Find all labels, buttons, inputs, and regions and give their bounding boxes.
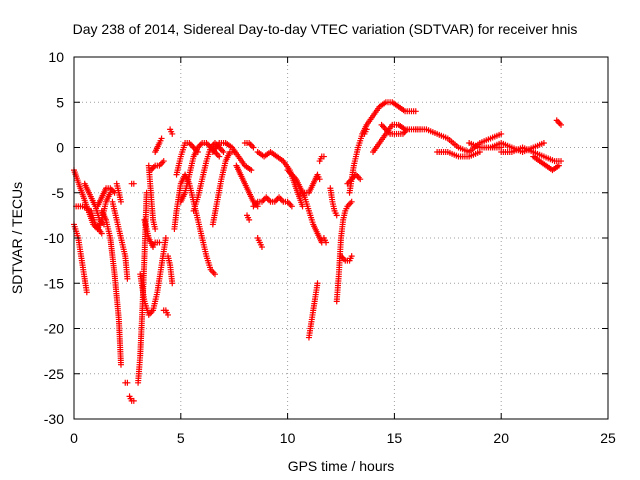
data-point: [412, 108, 419, 115]
data-point: [130, 180, 137, 187]
chart-title: Day 238 of 2014, Sidereal Day-to-day VTE…: [73, 21, 578, 37]
data-point: [124, 379, 131, 386]
data-point: [98, 230, 105, 237]
data-point: [160, 158, 167, 165]
data-point: [333, 212, 340, 219]
x-tick-label: 25: [600, 430, 616, 446]
data-point: [83, 289, 90, 296]
axis-ticks: 0 5 10 15 20 25 -30 -25 -20 -15 -10 -5 0 5 10: [44, 49, 616, 446]
data-point: [258, 244, 265, 251]
x-tick-label: 15: [387, 430, 403, 446]
data-point: [555, 162, 562, 169]
data-point: [558, 158, 565, 165]
data-point: [314, 280, 321, 287]
y-tick-label: 0: [56, 140, 64, 156]
y-tick-label: -25: [44, 366, 64, 382]
data-point: [117, 198, 124, 205]
data-point: [220, 149, 227, 156]
x-tick-label: 20: [493, 430, 509, 446]
y-axis-label: SDTVAR / TECUs: [9, 182, 25, 294]
y-tick-label: -15: [44, 275, 64, 291]
data-point: [216, 153, 223, 160]
data-point: [357, 176, 364, 183]
data-point: [169, 280, 176, 287]
data-point: [248, 167, 255, 174]
y-tick-label: 10: [48, 49, 64, 65]
y-tick-label: -5: [52, 185, 65, 201]
data-point: [558, 121, 565, 128]
y-tick-label: -30: [44, 411, 64, 427]
x-tick-label: 5: [177, 430, 185, 446]
data-point: [152, 225, 159, 232]
data-marks: [71, 99, 565, 404]
data-point: [117, 361, 124, 368]
data-point: [320, 153, 327, 160]
data-point: [540, 139, 547, 146]
data-point: [246, 216, 253, 223]
data-point: [250, 144, 257, 151]
data-point: [348, 198, 355, 205]
data-point: [156, 239, 163, 246]
data-point: [164, 311, 171, 318]
data-point: [169, 130, 176, 137]
data-point: [162, 235, 169, 241]
y-tick-label: 5: [56, 94, 64, 110]
data-point: [323, 239, 330, 246]
series-group: [71, 99, 565, 404]
data-point: [288, 203, 295, 210]
y-tick-label: -20: [44, 321, 64, 337]
data-point: [124, 275, 131, 282]
y-tick-label: -10: [44, 230, 64, 246]
data-point: [363, 126, 370, 133]
data-point: [130, 397, 137, 404]
data-point: [158, 135, 165, 142]
x-axis-label: GPS time / hours: [288, 458, 395, 474]
x-tick-label: 10: [280, 430, 296, 446]
data-point: [498, 130, 505, 137]
data-point: [211, 271, 218, 278]
data-point: [348, 253, 355, 260]
data-point: [316, 176, 323, 183]
x-tick-label: 0: [70, 430, 78, 446]
grid: [74, 57, 608, 419]
